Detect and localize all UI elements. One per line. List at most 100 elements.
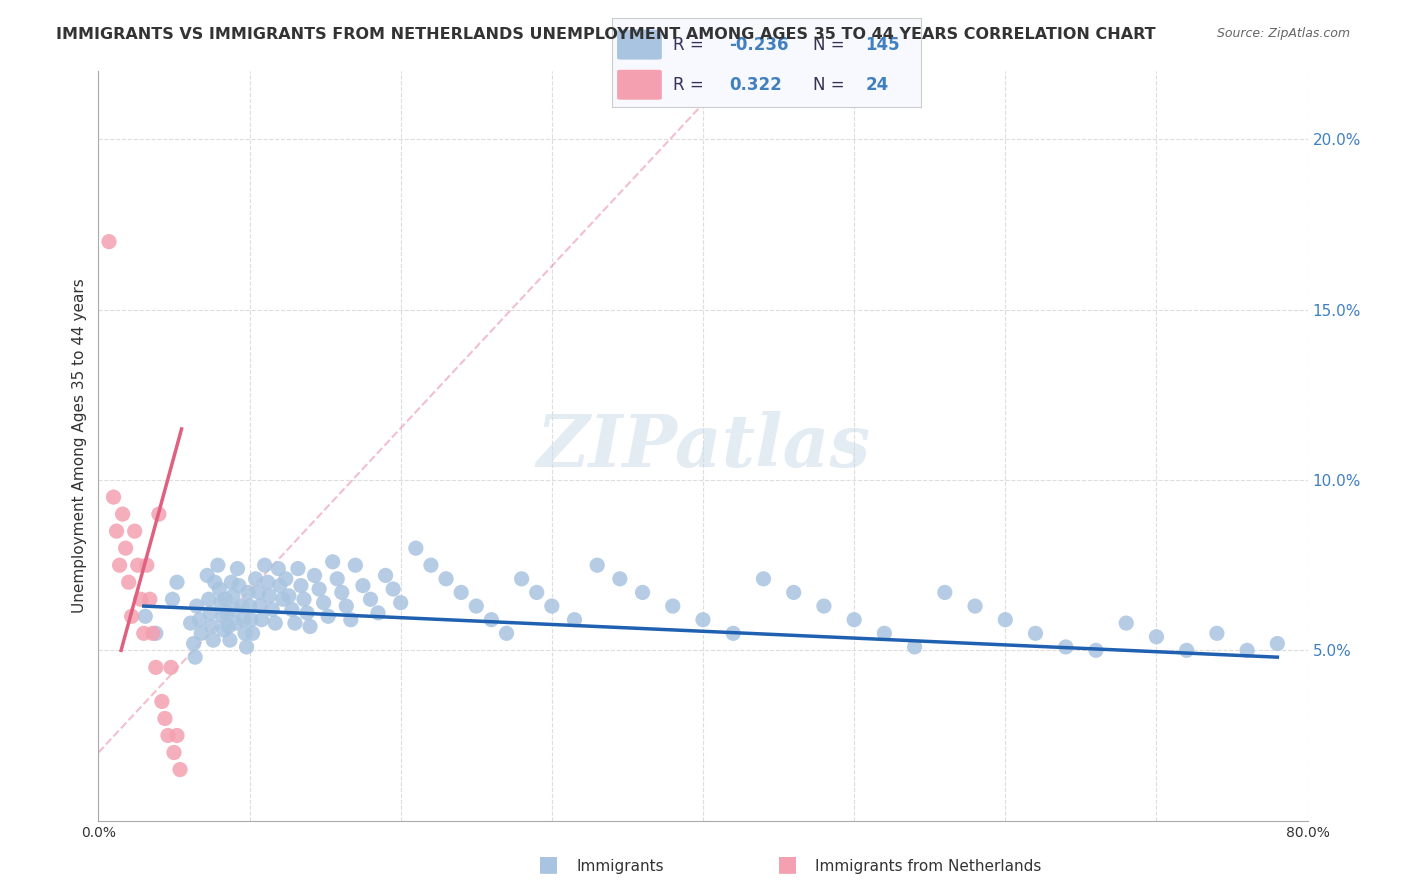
Point <box>692 613 714 627</box>
Point <box>250 613 273 627</box>
Point <box>163 746 186 760</box>
Point <box>108 558 131 573</box>
Point <box>142 626 165 640</box>
Point <box>335 599 357 613</box>
Point <box>118 575 141 590</box>
Point <box>374 568 396 582</box>
Point <box>212 623 235 637</box>
Point <box>316 609 339 624</box>
Point <box>1024 626 1046 640</box>
Point <box>934 585 956 599</box>
Point <box>284 616 307 631</box>
Text: IMMIGRANTS VS IMMIGRANTS FROM NETHERLANDS UNEMPLOYMENT AMONG AGES 35 TO 44 YEARS: IMMIGRANTS VS IMMIGRANTS FROM NETHERLAND… <box>56 27 1156 42</box>
Point <box>256 575 278 590</box>
Point <box>209 596 232 610</box>
Point <box>340 613 363 627</box>
Point <box>450 585 472 599</box>
Point <box>214 592 236 607</box>
Point <box>156 729 179 743</box>
Point <box>510 572 533 586</box>
Point <box>247 585 270 599</box>
Point <box>211 609 233 624</box>
Point <box>235 640 257 654</box>
Point <box>752 572 775 586</box>
Text: Source: ZipAtlas.com: Source: ZipAtlas.com <box>1216 27 1350 40</box>
Text: 24: 24 <box>865 76 889 94</box>
Text: ■: ■ <box>538 855 558 874</box>
Point <box>783 585 806 599</box>
Point <box>965 599 987 613</box>
Point <box>127 558 149 573</box>
Point <box>129 592 152 607</box>
Point <box>526 585 548 599</box>
Point <box>169 763 191 777</box>
Point <box>139 592 162 607</box>
Point <box>145 626 167 640</box>
Point <box>277 589 299 603</box>
Point <box>312 596 335 610</box>
Point <box>124 524 146 538</box>
Point <box>207 558 229 573</box>
Point <box>295 606 318 620</box>
Point <box>195 568 218 582</box>
Text: R =: R = <box>673 36 710 54</box>
Point <box>197 592 219 607</box>
Point <box>222 589 245 603</box>
Point <box>290 579 312 593</box>
Point <box>723 626 745 640</box>
Point <box>221 575 243 590</box>
Point <box>242 626 264 640</box>
Point <box>114 541 136 556</box>
Point <box>287 561 309 575</box>
Point <box>160 660 183 674</box>
Point <box>180 616 202 631</box>
Point <box>994 613 1017 627</box>
Point <box>1054 640 1077 654</box>
Point <box>145 660 167 674</box>
Text: ZIPatlas: ZIPatlas <box>536 410 870 482</box>
Point <box>405 541 427 556</box>
Point <box>564 613 586 627</box>
Point <box>360 592 382 607</box>
Point <box>434 572 457 586</box>
Point <box>465 599 488 613</box>
Text: 0.322: 0.322 <box>730 76 782 94</box>
Point <box>344 558 367 573</box>
Point <box>219 633 242 648</box>
Point <box>249 599 271 613</box>
Point <box>103 490 125 504</box>
Point <box>200 606 222 620</box>
Y-axis label: Unemployment Among Ages 35 to 44 years: Unemployment Among Ages 35 to 44 years <box>72 278 87 614</box>
Point <box>330 585 353 599</box>
Point <box>271 592 294 607</box>
Point <box>382 582 405 596</box>
Point <box>240 613 263 627</box>
Point <box>1115 616 1137 631</box>
Point <box>495 626 517 640</box>
Point <box>162 592 184 607</box>
Text: 145: 145 <box>865 36 900 54</box>
Point <box>217 619 239 633</box>
Point <box>224 602 246 616</box>
Point <box>184 650 207 665</box>
Point <box>245 572 267 586</box>
Point <box>481 613 503 627</box>
FancyBboxPatch shape <box>617 70 661 99</box>
Point <box>233 626 256 640</box>
Text: -0.236: -0.236 <box>730 36 789 54</box>
Point <box>111 507 134 521</box>
Point <box>253 558 276 573</box>
Point <box>267 561 290 575</box>
Point <box>844 613 866 627</box>
Point <box>269 579 291 593</box>
Text: Immigrants from Netherlands: Immigrants from Netherlands <box>815 859 1042 874</box>
Point <box>1144 630 1167 644</box>
Point <box>153 711 176 725</box>
Point <box>904 640 927 654</box>
Point <box>132 626 155 640</box>
Point <box>228 579 250 593</box>
Point <box>1206 626 1229 640</box>
Point <box>322 555 344 569</box>
Text: N =: N = <box>813 36 849 54</box>
Point <box>292 592 315 607</box>
